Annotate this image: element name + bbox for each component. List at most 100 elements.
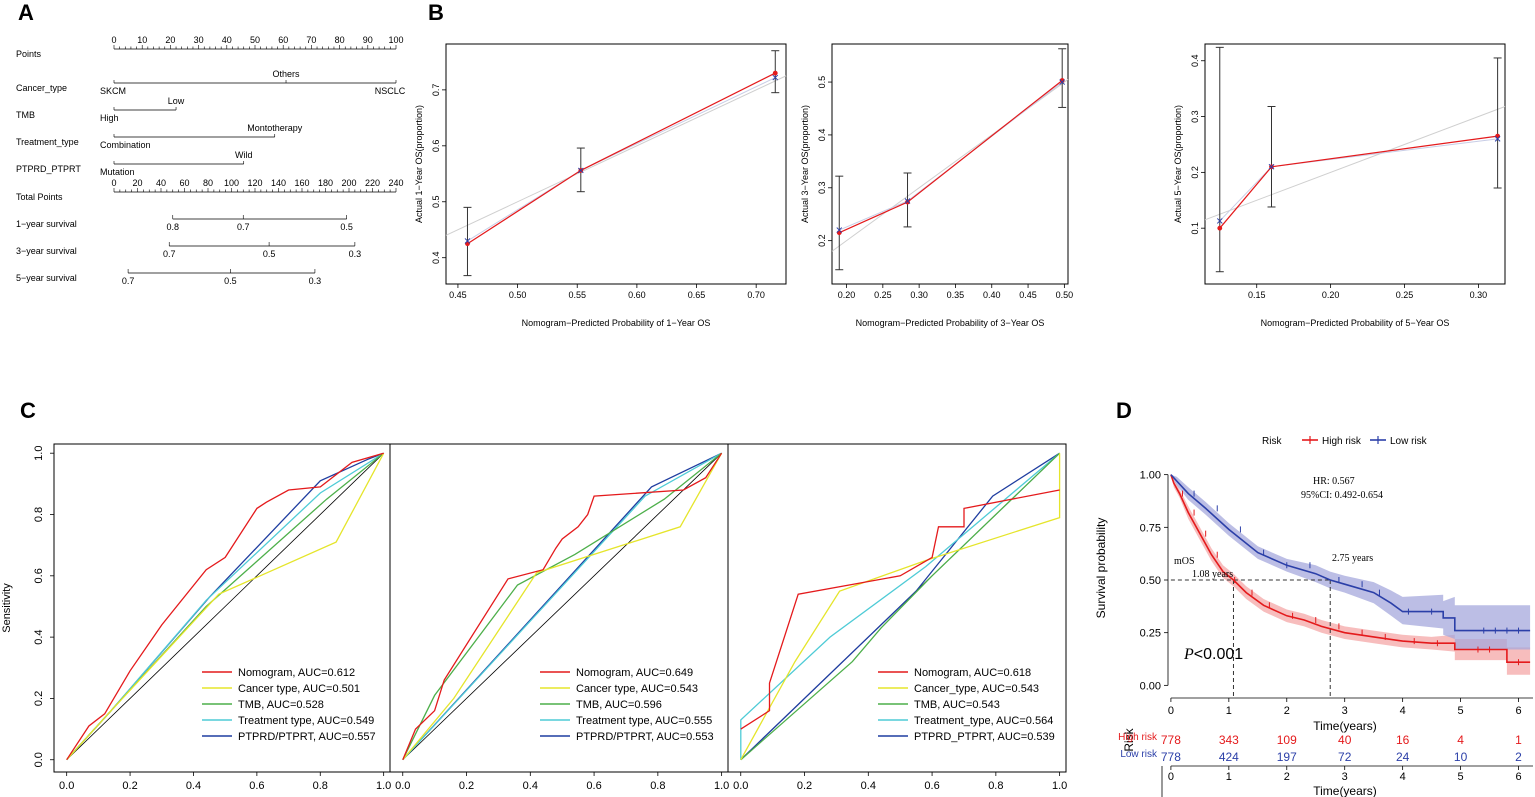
nomogram-row-label: 3−year survival (16, 246, 77, 256)
x-tick-label: 0.4 (523, 780, 538, 792)
x-tick-label: 5 (1458, 705, 1464, 717)
y-axis-label: Survival probability (1094, 518, 1108, 619)
x-tick-label: 0.6 (249, 780, 264, 792)
bias-corrected-line (839, 81, 1063, 231)
risk-count: 10 (1454, 750, 1468, 764)
bias-corrected-point (1059, 79, 1066, 85)
y-tick-label: 0.75 (1140, 522, 1161, 534)
x-tick-label: 0.35 (947, 290, 965, 300)
risk-x-tick-label: 0 (1168, 771, 1174, 783)
calibration-plot-frame (831, 43, 1069, 285)
roc-panel-2: 0.00.20.40.60.81.01−SpecificityNomogram,… (389, 443, 729, 792)
ideal-diagonal-line (445, 75, 787, 236)
legend-entry: TMB, AUC=0.543 (914, 699, 1000, 711)
calibration-3-year: 0.20 0.25 0.30 0.35 0.40 0.45 0.50 0.2 0.3 0.4 0.5… (800, 43, 1073, 328)
x-tick-label: 1.0 (714, 780, 729, 792)
roc-curve (402, 452, 723, 761)
x-tick-label: 0.65 (688, 290, 706, 300)
panel-label-c: C (20, 398, 36, 423)
nomogram-tick-label: 20 (132, 178, 142, 188)
y-tick-label: 0.6 (431, 140, 441, 153)
x-tick-label: 0.6 (924, 780, 939, 792)
observed-point (905, 199, 910, 205)
x-tick-label: 0.4 (186, 780, 201, 792)
nomogram-tick-label: 20 (165, 35, 175, 45)
median-low-label: 2.75 years (1332, 553, 1373, 564)
x-tick-label: 0.50 (509, 290, 527, 300)
x-tick-label: 0.25 (874, 290, 892, 300)
x-tick-label: 0 (1168, 705, 1174, 717)
nomogram-level-label: SKCM (100, 86, 126, 96)
y-tick-label: 0.2 (1190, 166, 1200, 179)
legend-entry: Cancer type, AUC=0.543 (576, 683, 698, 695)
nomogram-tick-label: 140 (271, 178, 286, 188)
x-axis-label: Nomogram−Predicted Probability of 5−Year… (1261, 318, 1450, 328)
x-tick-label: 0.55 (568, 290, 586, 300)
legend-entry: TMB, AUC=0.596 (576, 699, 662, 711)
nomogram-tick-label: 220 (365, 178, 380, 188)
risk-count: 778 (1161, 733, 1181, 747)
x-tick-label: 0.0 (59, 780, 74, 792)
risk-table-title: Risk (1122, 727, 1136, 751)
nomogram-tick-label: 50 (250, 35, 260, 45)
risk-x-tick-label: 3 (1342, 771, 1348, 783)
risk-x-tick-label: 5 (1458, 771, 1464, 783)
y-tick-label: 0.4 (431, 251, 441, 264)
nomogram-tick-label: 30 (194, 35, 204, 45)
nomogram-prob-label: 0.3 (349, 249, 362, 259)
nomogram-tick-label: 80 (203, 178, 213, 188)
x-tick-label: 0.45 (449, 290, 467, 300)
nomogram-prob-label: 0.5 (224, 276, 237, 286)
x-tick-label: 0.25 (1396, 290, 1414, 300)
roc-panel-3: 0.00.20.40.60.81.01−SpecificityNomogram,… (727, 443, 1067, 792)
risk-count: 1 (1515, 733, 1522, 747)
x-tick-label: 0.2 (122, 780, 137, 792)
p-value: P<0.001 (1183, 646, 1243, 663)
legend-entry: Treatment_type, AUC=0.564 (914, 715, 1053, 727)
y-tick-label: 0.7 (431, 84, 441, 97)
roc-reference-diagonal (402, 452, 722, 761)
risk-count: 2 (1515, 750, 1522, 764)
survival-curve (1170, 474, 1531, 632)
nomogram-tick-label: 100 (224, 178, 239, 188)
nomogram-tick-label: 60 (278, 35, 288, 45)
x-tick-label: 0.2 (797, 780, 812, 792)
nomogram-tick-label: 200 (341, 178, 356, 188)
legend-entry: Nomogram, AUC=0.612 (238, 667, 355, 679)
nomogram-level-label: Low (168, 96, 185, 106)
x-tick-label: 0.45 (1019, 290, 1037, 300)
x-tick-label: 0.30 (1470, 290, 1488, 300)
roc-curve (740, 452, 1060, 761)
observed-point (1059, 78, 1065, 83)
bias-corrected-point (1216, 218, 1223, 224)
y-tick-label: 0.3 (817, 182, 827, 195)
x-tick-label: 0.40 (983, 290, 1001, 300)
risk-count: 424 (1219, 750, 1239, 764)
nomogram-row-label: 5−year survival (16, 273, 77, 283)
legend-entry: Treatment type, AUC=0.555 (576, 715, 712, 727)
risk-count: 109 (1277, 733, 1297, 747)
observed-line (467, 72, 776, 245)
nomogram-row-label: 1−year survival (16, 219, 77, 229)
panel-label-a: A (18, 0, 34, 25)
nomogram-tick-label: 40 (222, 35, 232, 45)
nomogram-level-label: Others (273, 69, 301, 79)
risk-count: 24 (1396, 750, 1410, 764)
x-axis-label: Nomogram−Predicted Probability of 1−Year… (522, 318, 711, 328)
risk-count: 4 (1457, 733, 1464, 747)
bias-corrected-point (836, 227, 843, 233)
nomogram-prob-label: 0.5 (263, 249, 276, 259)
calibration-1-year: 0.45 0.50 0.55 0.60 0.65 0.70 0.4 0.5 0.6 0.7 Nomo… (414, 43, 787, 328)
nomogram-prob-label: 0.3 (309, 276, 322, 286)
nomogram-prob-label: 0.7 (237, 222, 250, 232)
y-axis-label: Sensitivity (1, 583, 13, 633)
roc-curve (740, 452, 1061, 761)
roc-curve (402, 452, 722, 761)
nomogram-tick-label: 0 (111, 178, 116, 188)
legend-entry: Treatment type, AUC=0.549 (238, 715, 374, 727)
y-tick-label: 0.50 (1140, 575, 1161, 587)
legend-entry: TMB, AUC=0.528 (238, 699, 324, 711)
risk-x-tick-label: 2 (1284, 771, 1290, 783)
roc-curve (66, 452, 384, 761)
